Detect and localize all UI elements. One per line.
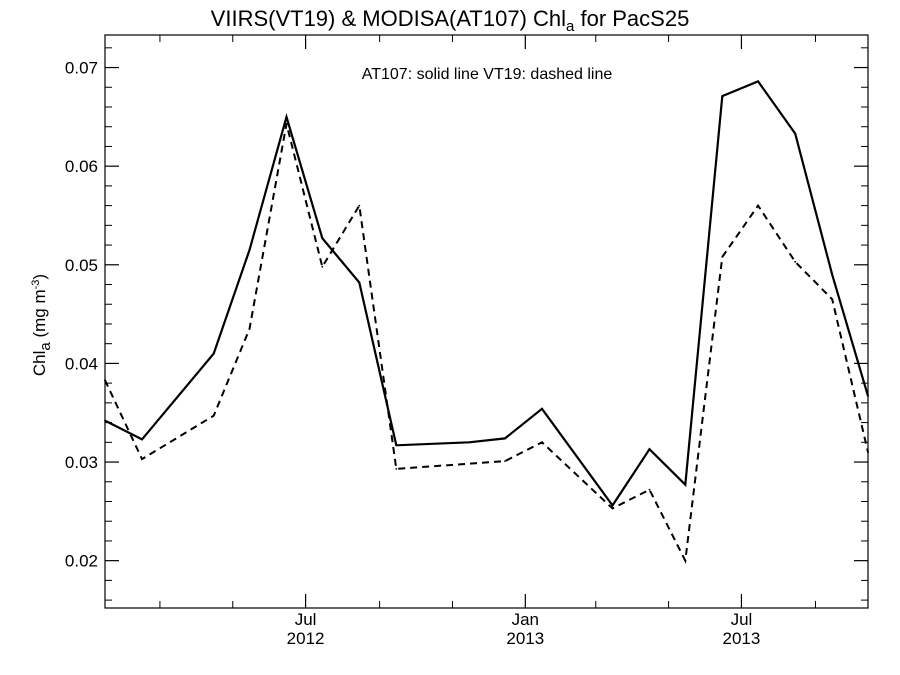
y-axis-label-superscript: -3 (30, 280, 42, 290)
data-point-vt19 (721, 256, 724, 258)
data-point-vt19 (504, 460, 506, 462)
x-tick-month-label: Jul (731, 610, 753, 629)
data-point-at107 (141, 438, 143, 441)
x-tick-month-label: Jan (512, 610, 539, 629)
y-axis-label-close: ) (30, 274, 49, 280)
data-point-at107 (321, 237, 324, 240)
data-point-at107 (721, 95, 724, 97)
x-tick-year-label: 2012 (287, 629, 325, 648)
data-point-at107 (794, 132, 797, 135)
data-point-at107 (504, 437, 506, 440)
data-point-at107 (358, 281, 361, 284)
data-point-at107 (541, 407, 543, 410)
data-point-vt19 (541, 441, 543, 444)
data-point-at107 (468, 441, 471, 444)
data-point-at107 (831, 273, 834, 276)
series-layer (104, 80, 870, 565)
y-tick-label: 0.04 (65, 354, 98, 373)
data-point-vt19 (648, 488, 651, 491)
data-point-vt19 (684, 559, 687, 562)
chart-title-subscript: a (566, 18, 575, 35)
series-line-at107 (104, 80, 870, 508)
data-point-at107 (684, 483, 687, 486)
x-tick-year-label: 2013 (723, 629, 761, 648)
y-tick-label: 0.02 (65, 552, 98, 571)
axes-layer: 0.020.030.040.050.060.07Jul2012Jan2013Ju… (65, 35, 868, 648)
data-point-vt19 (757, 204, 759, 207)
data-point-at107 (867, 395, 869, 397)
data-point-at107 (248, 249, 251, 251)
data-point-vt19 (285, 122, 288, 125)
data-point-at107 (104, 419, 106, 422)
chart-title-suffix: for PacS25 (574, 6, 689, 31)
data-point-vt19 (212, 414, 215, 417)
data-point-at107 (285, 116, 288, 118)
data-point-vt19 (141, 458, 143, 460)
data-point-at107 (212, 352, 215, 355)
plot-frame (104, 34, 869, 609)
data-point-vt19 (611, 507, 614, 510)
data-point-vt19 (794, 260, 797, 263)
data-point-vt19 (248, 328, 251, 330)
data-point-at107 (648, 448, 651, 451)
y-tick-label: 0.03 (65, 453, 98, 472)
data-point-vt19 (867, 451, 869, 454)
data-point-vt19 (831, 298, 834, 301)
y-tick-label: 0.07 (65, 59, 98, 78)
y-tick-label: 0.05 (65, 256, 98, 275)
chart-title: VIIRS(VT19) & MODISA(AT107) Chla for Pac… (211, 6, 690, 35)
line-style-annotation: AT107: solid line VT19: dashed line (362, 66, 613, 83)
y-axis-label-main: Chl (30, 351, 49, 377)
series-line-vt19 (104, 123, 869, 565)
y-axis-label: Chla (mg m-3) (30, 274, 54, 376)
data-point-vt19 (358, 204, 361, 207)
y-axis-label-subscript: a (37, 342, 54, 351)
y-tick-label: 0.06 (65, 157, 98, 176)
x-tick-month-label: Jul (295, 610, 317, 629)
data-point-vt19 (321, 265, 324, 268)
data-point-vt19 (104, 379, 106, 382)
x-tick-year-label: 2013 (506, 629, 544, 648)
chart-title-main: VIIRS(VT19) & MODISA(AT107) Chl (211, 6, 566, 31)
data-point-at107 (611, 504, 614, 507)
y-axis-label-units: (mg m (30, 289, 49, 342)
data-point-vt19 (395, 468, 398, 470)
data-point-at107 (395, 444, 398, 447)
data-point-at107 (757, 80, 759, 83)
